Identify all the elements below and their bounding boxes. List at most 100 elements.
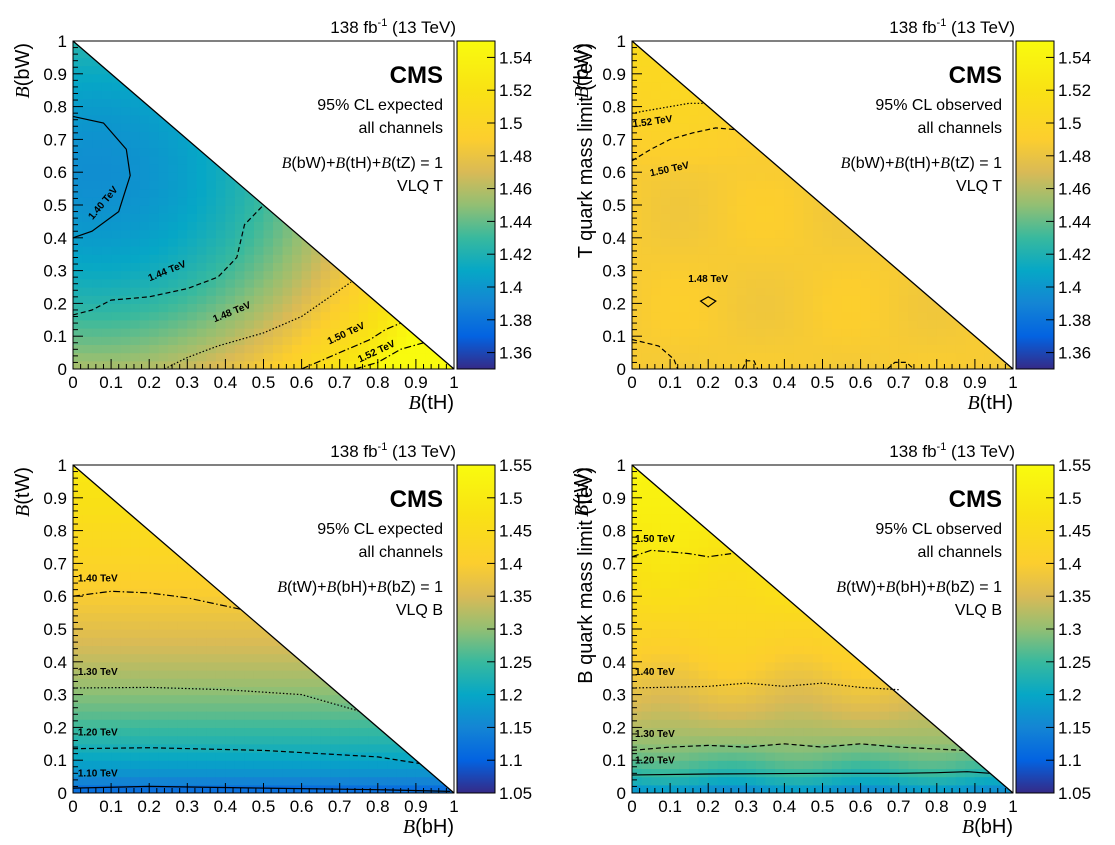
heatmap-cell (708, 262, 719, 272)
heatmap-cell (774, 254, 786, 263)
heatmap-cell (803, 344, 814, 354)
heatmap-cell (139, 661, 150, 671)
heatmap-cell (936, 719, 947, 728)
heatmap-cell (670, 481, 681, 491)
heatmap-cell (130, 719, 141, 728)
heatmap-cell (784, 760, 795, 769)
heatmap-cell (651, 522, 662, 532)
heatmap-cell (339, 678, 350, 687)
heatmap-cell (225, 784, 236, 793)
cl-label: 95% CL expected (317, 521, 443, 538)
heatmap-cell (698, 155, 709, 165)
heatmap-cell (130, 645, 141, 655)
heatmap-cell (225, 686, 236, 696)
heatmap-cell (73, 196, 84, 206)
heatmap-cell (92, 506, 103, 515)
heatmap-cell (406, 319, 417, 329)
heatmap-cell (101, 287, 112, 296)
heatmap-cell (396, 727, 407, 737)
heatmap-cell (358, 311, 369, 321)
heatmap-cell (812, 303, 824, 313)
heatmap-cell (793, 254, 805, 263)
heatmap-cell (158, 147, 169, 157)
heatmap-cell (234, 702, 246, 712)
heatmap-cell (111, 98, 122, 108)
heatmap-cell (292, 352, 303, 362)
heatmap-cell (273, 719, 284, 728)
heatmap-cell (679, 221, 690, 231)
heatmap-cell (632, 563, 643, 573)
heatmap-cell (812, 278, 824, 288)
heatmap-cell (168, 678, 179, 687)
heatmap-cell (101, 776, 112, 786)
color-bar-tick-label: 1.4 (499, 278, 523, 297)
heatmap-cell (177, 711, 188, 720)
heatmap-cell (698, 303, 709, 313)
heatmap-cell (282, 768, 293, 778)
heatmap-cell (196, 254, 207, 263)
heatmap-cell (215, 596, 227, 605)
heatmap-cell (765, 768, 776, 778)
heatmap-cell (101, 155, 112, 165)
heatmap-cell (92, 237, 103, 247)
heatmap-cell (755, 645, 766, 655)
heatmap-cell (774, 629, 786, 638)
heatmap-cell (708, 336, 719, 345)
heatmap-cell (177, 229, 188, 239)
heatmap-cell (860, 743, 871, 753)
heatmap-cell (746, 164, 757, 173)
heatmap-cell (253, 612, 265, 622)
heatmap-cell (632, 82, 643, 91)
heatmap-cell (168, 352, 179, 362)
heatmap-cell (708, 760, 719, 769)
heatmap-cell (765, 743, 776, 753)
heatmap-cell (679, 579, 690, 589)
heatmap-cell (832, 735, 843, 745)
heatmap-cell (793, 686, 805, 696)
heatmap-cell (187, 229, 198, 239)
heatmap-cell (253, 743, 265, 753)
heatmap-cell (632, 270, 643, 280)
heatmap-cell (708, 645, 719, 655)
heatmap-cell (774, 196, 786, 206)
heatmap-cell (641, 506, 652, 515)
heatmap-cell (301, 645, 312, 655)
heatmap-cell (765, 213, 776, 222)
heatmap-cell (851, 344, 862, 354)
heatmap-cell (651, 147, 662, 157)
heatmap-cell (206, 139, 217, 149)
heatmap-cell (158, 719, 169, 728)
heatmap-cell (632, 588, 643, 597)
heatmap-cell (632, 735, 643, 745)
heatmap-cell (860, 311, 871, 321)
heatmap-cell (149, 547, 160, 556)
heatmap-cell (670, 287, 681, 296)
heatmap-cell (822, 303, 833, 313)
heatmap-cell (101, 694, 112, 704)
x-axis-title: B(bH) (403, 816, 454, 838)
x-tick-label: 0.5 (252, 797, 276, 816)
heatmap-cell (282, 237, 293, 247)
heatmap-cell (120, 106, 131, 116)
heatmap-cell (727, 360, 738, 369)
heatmap-cell (301, 686, 312, 696)
heatmap-cell (879, 702, 890, 712)
heatmap-cell (879, 328, 890, 337)
heatmap-cell (679, 164, 690, 173)
heatmap-cell (755, 670, 766, 679)
heatmap-cell (415, 768, 427, 778)
heatmap-cell (746, 123, 757, 132)
heatmap-cell (196, 727, 207, 737)
heatmap-cell (784, 629, 795, 638)
heatmap-cell (82, 694, 93, 704)
heatmap-cell (415, 776, 427, 786)
heatmap-cell (717, 743, 728, 753)
heatmap-cell (860, 254, 871, 263)
heatmap-cell (641, 229, 652, 239)
heatmap-cell (111, 768, 122, 778)
heatmap-cell (936, 760, 947, 769)
heatmap-cell (206, 637, 217, 646)
heatmap-cell (765, 344, 776, 354)
heatmap-cell (879, 719, 890, 728)
color-bar (456, 40, 496, 370)
